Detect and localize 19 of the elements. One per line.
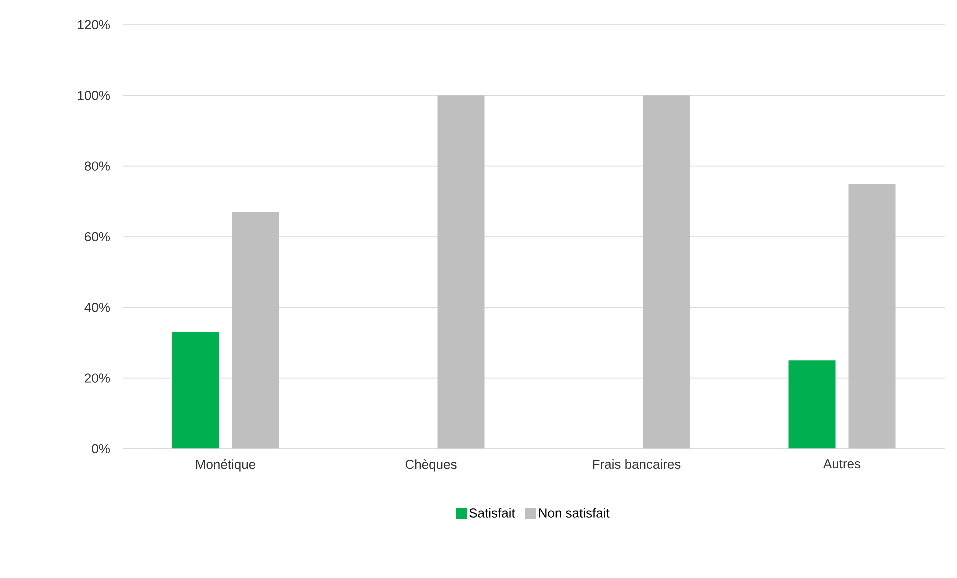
y-tick-label: 60% <box>85 232 110 242</box>
x-tick-label: Autres <box>824 460 861 469</box>
bar <box>848 184 896 449</box>
y-tick-label: 80% <box>85 162 110 171</box>
x-tick-label: Chèques <box>406 460 457 472</box>
y-tick-label: 40% <box>84 303 110 312</box>
y-tick-label: 100% <box>78 91 110 100</box>
x-tick-label: Monétique <box>196 460 256 472</box>
y-tick-label: 0% <box>92 444 110 454</box>
y-tick-label: 120% <box>78 20 110 30</box>
y-tick-label: 20% <box>85 374 110 383</box>
legend-label: Satisfait <box>470 508 516 518</box>
bar <box>172 332 220 449</box>
legend-label: Non satisfait <box>539 508 610 518</box>
bar <box>788 360 836 449</box>
x-tick-label: Frais bancaires <box>593 460 681 470</box>
bar <box>438 96 485 449</box>
bar <box>643 96 690 449</box>
bar <box>232 212 280 449</box>
